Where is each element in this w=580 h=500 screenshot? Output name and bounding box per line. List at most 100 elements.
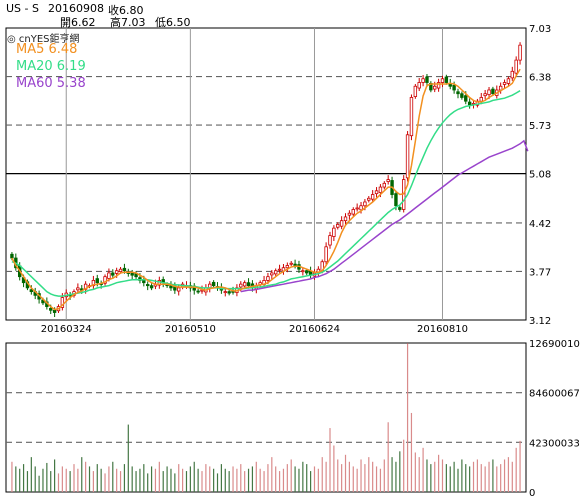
candle-body bbox=[246, 282, 251, 287]
candle-body bbox=[324, 246, 328, 263]
candle-body bbox=[211, 281, 216, 287]
candle-body bbox=[487, 89, 491, 96]
candle-body bbox=[332, 227, 336, 237]
candle-body bbox=[347, 212, 352, 216]
candle-body bbox=[382, 182, 387, 188]
header-close: 收6.80 bbox=[108, 4, 144, 17]
volume-y-tick-label: 0 bbox=[529, 488, 535, 499]
candle-body bbox=[491, 88, 495, 95]
candle-body bbox=[289, 262, 293, 265]
candle-body bbox=[76, 287, 80, 291]
candle-body bbox=[130, 272, 134, 276]
candle-body bbox=[111, 272, 115, 276]
price-y-tick-label: 3.12 bbox=[529, 316, 551, 327]
candle-body bbox=[49, 307, 53, 311]
candle-body bbox=[355, 207, 359, 210]
volume-y-tick-label: 42300033 bbox=[529, 438, 580, 449]
candle-body bbox=[421, 78, 425, 83]
target-icon: ◎ bbox=[7, 34, 16, 45]
candle-body bbox=[479, 97, 483, 102]
candle-body bbox=[386, 179, 390, 182]
candle-body bbox=[436, 82, 441, 89]
ma20-line bbox=[11, 90, 521, 297]
header-date: 20160908 bbox=[48, 2, 104, 15]
candle-body bbox=[417, 82, 421, 89]
candle-body bbox=[122, 267, 127, 272]
legend-ma60: MA60 5.38 bbox=[16, 76, 86, 91]
price-y-tick-label: 5.73 bbox=[529, 121, 551, 132]
logo-text: cnYES鉅亨網 bbox=[18, 34, 80, 45]
candle-body bbox=[277, 268, 282, 271]
candle-body bbox=[467, 101, 472, 106]
ma60-line bbox=[240, 139, 529, 293]
candle-body bbox=[510, 70, 515, 79]
candle-body bbox=[359, 205, 363, 211]
header-open: 開6.62 bbox=[60, 16, 96, 29]
candle-body bbox=[374, 190, 379, 195]
candle-body bbox=[60, 297, 65, 308]
candle-body bbox=[367, 197, 371, 201]
candle-body bbox=[444, 76, 449, 83]
candle-body bbox=[273, 270, 278, 275]
legend-ma5: MA5 6.48 bbox=[16, 42, 78, 57]
candle-body bbox=[227, 291, 231, 294]
candle-body bbox=[398, 207, 402, 210]
volume-panel-frame bbox=[5, 342, 527, 493]
candle-body bbox=[305, 270, 309, 274]
x-tick-label: 20160810 bbox=[417, 324, 468, 335]
candle-body bbox=[118, 268, 123, 273]
candle-body bbox=[409, 97, 414, 137]
candle-body bbox=[266, 276, 270, 281]
price-y-tick-label: 5.08 bbox=[529, 170, 551, 181]
candle-body bbox=[425, 76, 429, 83]
candle-body bbox=[196, 290, 200, 293]
price-y-tick-label: 3.77 bbox=[529, 267, 551, 278]
x-tick-label: 20160510 bbox=[165, 324, 216, 335]
ma5-line bbox=[11, 68, 521, 311]
candle-body bbox=[145, 284, 150, 287]
x-tick-label: 20160324 bbox=[41, 324, 92, 335]
candle-body bbox=[223, 291, 227, 294]
price-y-tick-label: 4.42 bbox=[529, 219, 551, 230]
candle-body bbox=[363, 201, 367, 207]
candle-body bbox=[394, 193, 398, 207]
candle-body bbox=[301, 270, 305, 273]
candle-body bbox=[370, 194, 375, 200]
volume-y-tick-label: 84600067 bbox=[529, 389, 580, 400]
header-low: 低6.50 bbox=[155, 16, 191, 29]
candle-body bbox=[452, 84, 456, 91]
price-y-tick-label: 6.38 bbox=[529, 73, 551, 84]
candle-body bbox=[149, 285, 154, 289]
candle-body bbox=[514, 59, 518, 74]
candle-body bbox=[52, 309, 57, 313]
candle-body bbox=[107, 272, 111, 279]
candle-body bbox=[114, 270, 119, 274]
candle-body bbox=[413, 85, 418, 97]
candle-body bbox=[460, 93, 464, 98]
candle-body bbox=[378, 186, 383, 193]
cnyes-logo: ◎ cnYES鉅亨網 bbox=[7, 30, 80, 45]
candle-body bbox=[351, 209, 355, 215]
candle-body bbox=[464, 95, 468, 102]
candle-body bbox=[103, 276, 107, 284]
header-symbol: US - S bbox=[6, 2, 39, 15]
candle-body bbox=[328, 235, 332, 246]
candle-body bbox=[343, 216, 348, 222]
volume-y-tick-label: 126900100 bbox=[529, 339, 580, 350]
x-tick-label: 20160624 bbox=[289, 324, 340, 335]
candle-body bbox=[483, 93, 487, 97]
candle-body bbox=[518, 44, 522, 61]
candle-body bbox=[285, 265, 290, 269]
candle-body bbox=[270, 272, 274, 276]
candle-body bbox=[339, 220, 344, 227]
candle-body bbox=[336, 224, 340, 228]
candle-body bbox=[242, 282, 247, 287]
candle-body bbox=[456, 91, 460, 95]
candle-body bbox=[239, 283, 243, 288]
candle-body bbox=[177, 287, 181, 292]
candle-body bbox=[29, 289, 34, 293]
candle-body bbox=[433, 85, 437, 90]
header-high: 高7.03 bbox=[110, 16, 146, 29]
candle-body bbox=[502, 82, 507, 85]
